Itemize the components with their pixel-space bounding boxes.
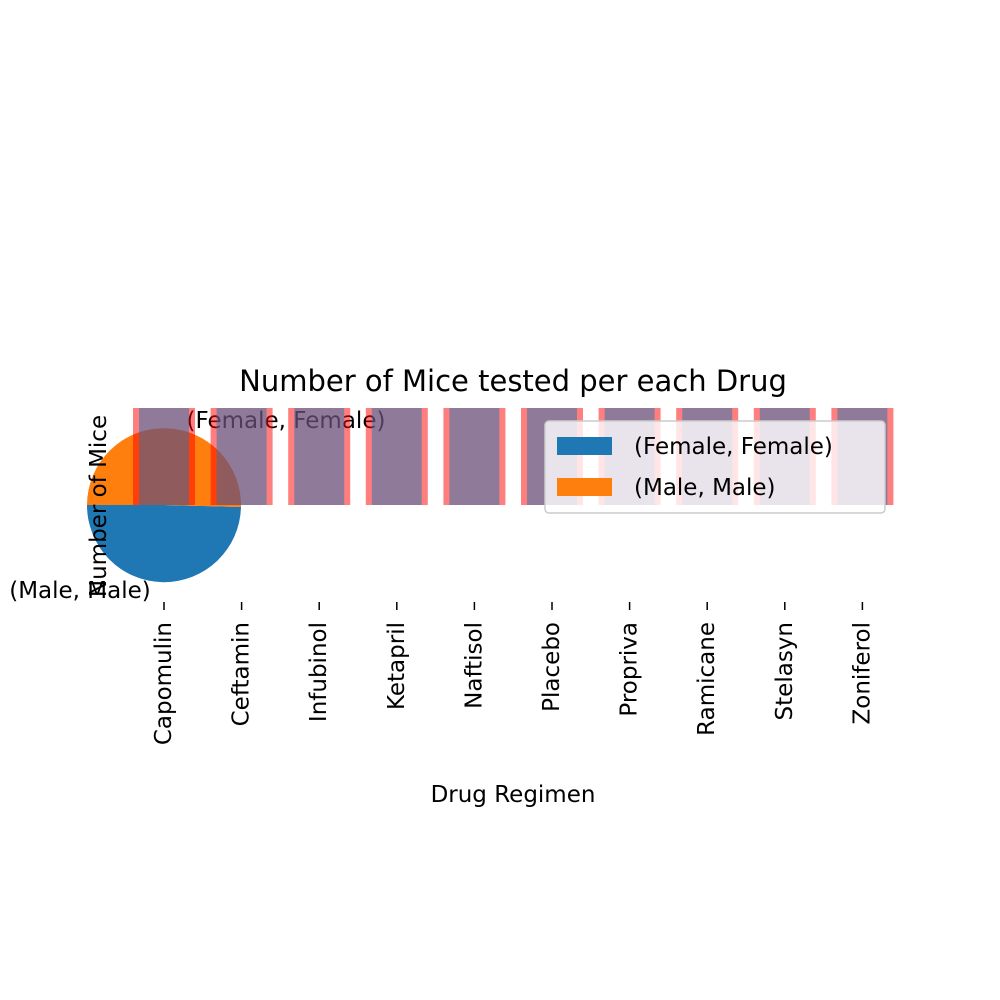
x-tick-label-stelasyn: Stelasyn — [772, 622, 798, 720]
x-tick-label-ceftamin: Ceftamin — [229, 622, 255, 726]
chart-title: Number of Mice tested per each Drug — [239, 364, 787, 398]
x-tick-label-ketapril: Ketapril — [384, 622, 410, 710]
pie-slice-1 — [86, 505, 241, 583]
bar-naftisol-series-2 — [449, 408, 500, 505]
x-axis-label: Drug Regimen — [431, 782, 596, 808]
x-tick-label-propriva: Propriva — [617, 622, 643, 717]
x-axis: Capomulin Ceftamin Infubinol Ketapril Naftis… — [151, 602, 875, 745]
legend-swatch — [557, 478, 612, 496]
x-tick-label-zoniferol: Zoniferol — [849, 622, 875, 724]
legend-entry-label: (Female, Female) — [634, 434, 833, 460]
y-axis-label: Number of Mice — [86, 415, 112, 597]
bar-infubinol-series-2 — [294, 408, 345, 505]
x-tick-label-ramicane: Ramicane — [694, 622, 720, 736]
legend-entry-label: (Male, Male) — [634, 475, 776, 501]
legend[interactable]: (Female, Female) (Male, Male) — [544, 420, 886, 514]
bar-ceftamin-series-2 — [216, 408, 267, 505]
x-tick-label-infubinol: Infubinol — [306, 622, 332, 722]
x-tick-label-naftisol: Naftisol — [461, 622, 487, 709]
bar-capomulin-series-2 — [139, 408, 189, 505]
x-tick-label-placebo: Placebo — [539, 622, 565, 712]
pie-slice-label: (Male, Male) — [9, 578, 151, 604]
legend-box — [544, 420, 886, 514]
legend-swatch — [557, 437, 612, 455]
bar-ketapril-series-2 — [371, 408, 422, 505]
x-tick-label-capomulin: Capomulin — [151, 622, 177, 745]
